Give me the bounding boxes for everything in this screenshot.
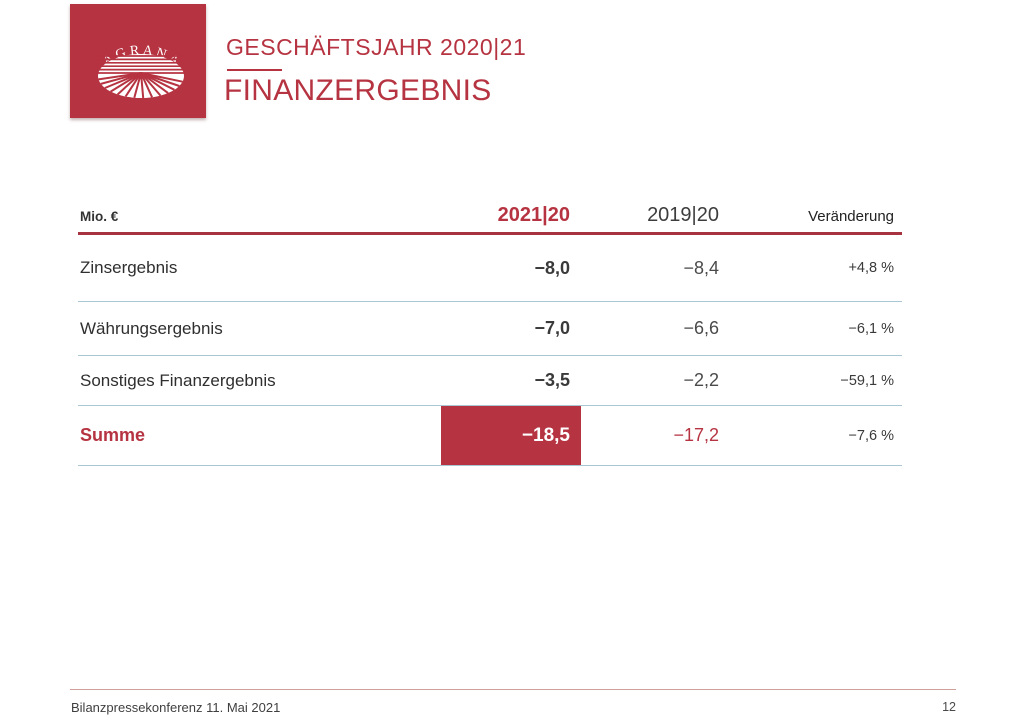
row-value-current: −3,5 — [534, 370, 570, 390]
agrana-logo: A G R A N A — [70, 4, 206, 118]
slide-suptitle: GESCHÄFTSJAHR 2020|21 — [226, 34, 527, 60]
row-label: Zinsergebnis — [80, 258, 178, 277]
total-label: Summe — [80, 425, 146, 445]
table-row-waehrungsergebnis: Währungsergebnis −7,0 −6,6 −6,1 % — [78, 302, 902, 356]
row-value-current: −8,0 — [534, 257, 570, 278]
table-row-summe: Summe −18,5 −17,2 −7,6 % — [78, 406, 902, 466]
row-value-change: −59,1 % — [840, 372, 894, 389]
row-value-previous: −8,4 — [683, 257, 719, 278]
row-value-previous: −6,6 — [683, 318, 719, 338]
agrana-logo-icon: A G R A N A — [96, 43, 186, 99]
row-value-current: −7,0 — [534, 318, 570, 338]
row-value-change: −6,1 % — [848, 320, 894, 337]
finanzergebnis-table: Mio. € 2021|20 2019|20 Veränderung Zinse… — [78, 198, 902, 466]
table-row-zinsergebnis: Zinsergebnis −8,0 −8,4 +4,8 % — [78, 235, 902, 302]
row-value-change: +4,8 % — [848, 260, 894, 276]
row-label: Währungsergebnis — [80, 318, 223, 338]
footer-divider — [70, 689, 956, 690]
column-header-2021-20: 2021|20 — [497, 204, 570, 226]
total-value-current-highlight: −18,5 — [441, 406, 581, 465]
row-label: Sonstiges Finanzergebnis — [80, 370, 276, 390]
total-value-change: −7,6 % — [848, 427, 894, 444]
footer-event-label: Bilanzpressekonferenz 11. Mai 2021 — [71, 700, 281, 715]
column-header-veraenderung: Veränderung — [808, 208, 894, 225]
table-row-sonstiges-finanzergebnis: Sonstiges Finanzergebnis −3,5 −2,2 −59,1… — [78, 356, 902, 406]
page-number: 12 — [942, 700, 956, 714]
table-unit-label: Mio. € — [80, 209, 119, 224]
suptitle-underline — [227, 69, 282, 71]
field-ellipse-icon — [96, 54, 186, 99]
page-title: FINANZERGEBNIS — [224, 74, 492, 107]
table-header-row: Mio. € 2021|20 2019|20 Veränderung — [78, 198, 902, 235]
column-header-2019-20: 2019|20 — [647, 204, 719, 226]
row-value-previous: −2,2 — [683, 370, 719, 390]
total-value-previous: −17,2 — [673, 425, 719, 445]
